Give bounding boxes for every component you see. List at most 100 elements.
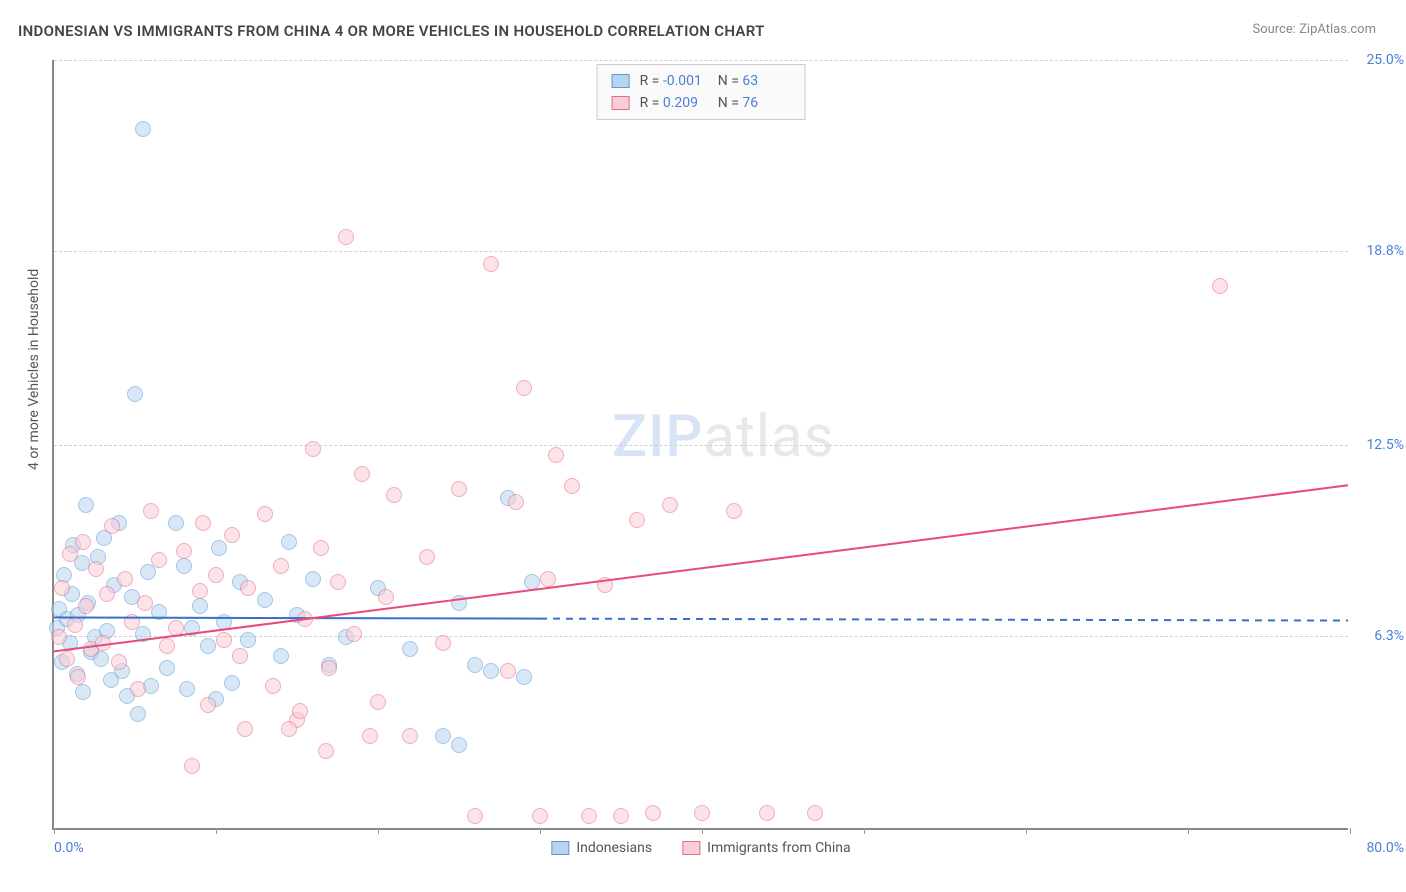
legend-swatch: [682, 841, 700, 855]
legend-item: Immigrants from China: [682, 840, 851, 856]
stats-text: R = 0.209 N = 76: [640, 92, 791, 114]
scatter-point: [130, 706, 146, 722]
scatter-point: [508, 494, 524, 510]
scatter-point: [402, 728, 418, 744]
scatter-point: [130, 681, 146, 697]
scatter-point: [240, 580, 256, 596]
scatter-point: [224, 527, 240, 543]
scatter-point: [321, 660, 337, 676]
scatter-point: [354, 466, 370, 482]
scatter-point: [273, 558, 289, 574]
scatter-point: [645, 805, 661, 821]
legend-item: Indonesians: [551, 840, 652, 856]
scatter-point: [200, 697, 216, 713]
scatter-point: [435, 728, 451, 744]
scatter-point: [124, 614, 140, 630]
plot-area: ZIPatlas 6.3%12.5%18.8%25.0%0.0%80.0%R =…: [52, 60, 1348, 830]
scatter-point: [104, 518, 120, 534]
stats-legend: R = -0.001 N = 63R = 0.209 N = 76: [597, 64, 806, 120]
y-tick-label: 18.8%: [1366, 243, 1404, 259]
y-tick-label: 6.3%: [1374, 628, 1404, 644]
legend-label: Immigrants from China: [707, 840, 851, 856]
scatter-point: [318, 743, 334, 759]
scatter-point: [273, 648, 289, 664]
scatter-point: [168, 515, 184, 531]
scatter-point: [338, 229, 354, 245]
y-tick-label: 25.0%: [1366, 52, 1404, 68]
scatter-point: [75, 534, 91, 550]
scatter-point: [135, 121, 151, 137]
scatter-point: [257, 506, 273, 522]
scatter-point: [807, 805, 823, 821]
scatter-point: [78, 497, 94, 513]
scatter-point: [386, 487, 402, 503]
scatter-point: [419, 549, 435, 565]
y-axis-label: 4 or more Vehicles in Household: [26, 269, 42, 470]
scatter-point: [346, 626, 362, 642]
scatter-point: [216, 614, 232, 630]
x-max-label: 80.0%: [1366, 840, 1404, 856]
scatter-point: [435, 635, 451, 651]
scatter-point: [548, 447, 564, 463]
x-tick-mark: [540, 828, 541, 834]
legend-swatch: [612, 96, 630, 110]
scatter-point: [564, 478, 580, 494]
scatter-point: [370, 694, 386, 710]
scatter-point: [451, 595, 467, 611]
legend-label: Indonesians: [576, 840, 652, 856]
scatter-point: [726, 503, 742, 519]
gridline: [54, 60, 1348, 61]
scatter-point: [540, 571, 556, 587]
scatter-point: [143, 503, 159, 519]
stats-row: R = -0.001 N = 63: [612, 70, 791, 92]
scatter-point: [597, 577, 613, 593]
x-tick-mark: [1350, 828, 1351, 834]
stats-text: R = -0.001 N = 63: [640, 70, 791, 92]
scatter-point: [137, 595, 153, 611]
x-tick-mark: [54, 828, 55, 834]
scatter-point: [257, 592, 273, 608]
scatter-point: [500, 663, 516, 679]
scatter-point: [305, 441, 321, 457]
scatter-point: [313, 540, 329, 556]
scatter-point: [200, 638, 216, 654]
scatter-point: [330, 574, 346, 590]
chart-title: INDONESIAN VS IMMIGRANTS FROM CHINA 4 OR…: [18, 22, 765, 40]
scatter-point: [516, 669, 532, 685]
scatter-point: [483, 256, 499, 272]
x-tick-mark: [864, 828, 865, 834]
scatter-point: [467, 657, 483, 673]
scatter-point: [127, 386, 143, 402]
scatter-point: [281, 534, 297, 550]
scatter-point: [62, 546, 78, 562]
scatter-point: [1212, 278, 1228, 294]
source-attribution: Source: ZipAtlas.com: [1252, 22, 1376, 37]
scatter-point: [51, 629, 67, 645]
scatter-point: [111, 654, 127, 670]
x-tick-mark: [1026, 828, 1027, 834]
bottom-legend: Indonesians Immigrants from China: [551, 840, 850, 856]
scatter-point: [67, 617, 83, 633]
x-tick-mark: [1188, 828, 1189, 834]
scatter-point: [184, 620, 200, 636]
scatter-point: [176, 543, 192, 559]
scatter-point: [184, 758, 200, 774]
scatter-point: [135, 626, 151, 642]
scatter-point: [281, 721, 297, 737]
gridline: [54, 251, 1348, 252]
legend-swatch: [612, 74, 630, 88]
gridline: [54, 445, 1348, 446]
scatter-point: [240, 632, 256, 648]
scatter-point: [613, 808, 629, 824]
legend-swatch: [551, 841, 569, 855]
x-tick-mark: [702, 828, 703, 834]
scatter-point: [378, 589, 394, 605]
scatter-point: [581, 808, 597, 824]
scatter-point: [694, 805, 710, 821]
scatter-point: [662, 497, 678, 513]
scatter-point: [168, 620, 184, 636]
scatter-point: [629, 512, 645, 528]
scatter-point: [140, 564, 156, 580]
scatter-point: [70, 669, 86, 685]
scatter-point: [208, 567, 224, 583]
